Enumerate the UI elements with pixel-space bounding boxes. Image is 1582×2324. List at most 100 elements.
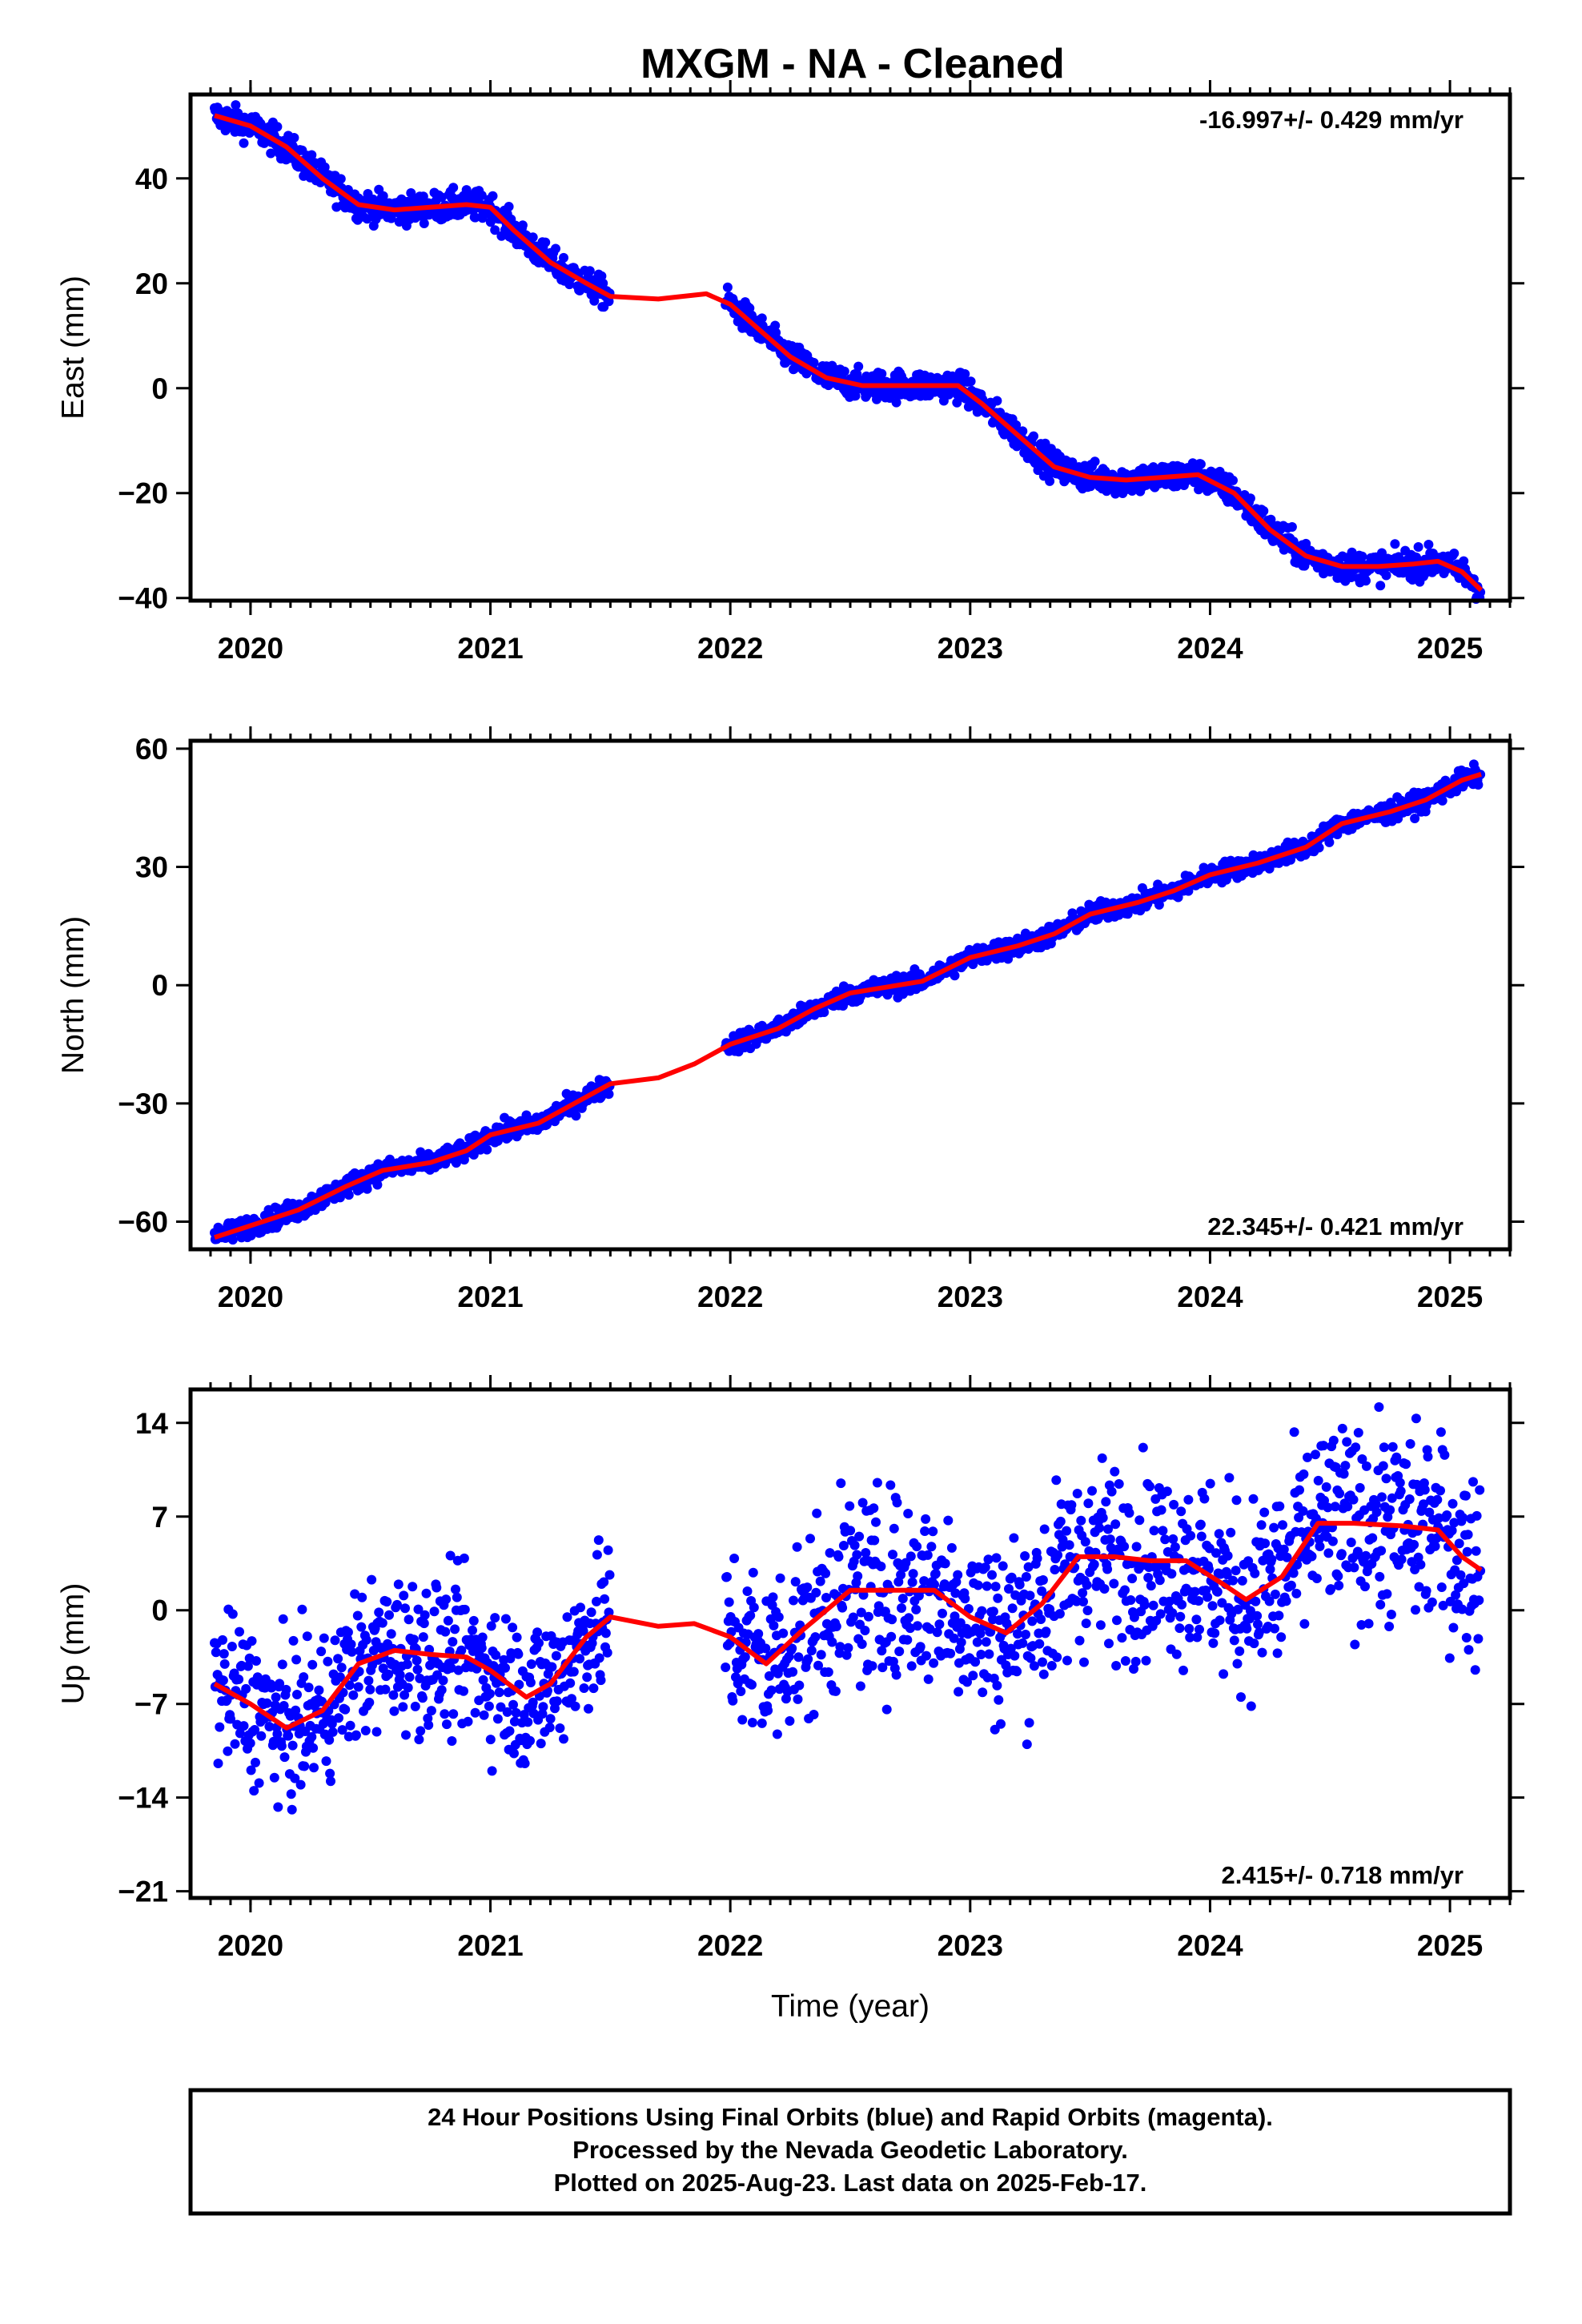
up-data-point bbox=[459, 1686, 468, 1696]
up-data-point bbox=[1223, 1550, 1233, 1561]
up-data-point bbox=[604, 1570, 615, 1580]
up-data-point bbox=[977, 1606, 987, 1616]
up-data-point bbox=[345, 1720, 355, 1731]
up-data-point bbox=[1205, 1478, 1215, 1489]
up-data-point bbox=[877, 1646, 887, 1656]
up-data-point bbox=[1375, 1599, 1386, 1610]
up-data-point bbox=[825, 1548, 835, 1558]
east-data-point bbox=[891, 397, 901, 408]
up-data-point bbox=[848, 1612, 858, 1622]
up-data-point bbox=[950, 1611, 960, 1622]
up-data-point bbox=[906, 1661, 917, 1671]
up-data-point bbox=[374, 1607, 384, 1618]
up-data-point bbox=[1006, 1572, 1017, 1582]
up-data-point bbox=[316, 1647, 327, 1657]
up-data-point bbox=[1355, 1482, 1365, 1493]
up-data-point bbox=[1038, 1669, 1049, 1679]
up-data-point bbox=[1231, 1566, 1241, 1576]
up-data-point bbox=[1038, 1657, 1047, 1667]
up-data-point bbox=[445, 1550, 456, 1561]
up-data-point bbox=[1208, 1638, 1219, 1648]
up-data-point bbox=[823, 1667, 833, 1677]
up-data-point bbox=[421, 1588, 432, 1598]
east-fit-line bbox=[214, 113, 1484, 593]
up-data-point bbox=[1248, 1494, 1259, 1504]
up-data-point bbox=[1330, 1502, 1340, 1512]
up-data-point bbox=[321, 1756, 331, 1767]
up-data-point bbox=[841, 1650, 852, 1660]
up-data-point bbox=[943, 1515, 954, 1526]
up-data-point bbox=[845, 1526, 856, 1536]
up-data-point bbox=[1272, 1648, 1283, 1659]
up-data-point bbox=[1131, 1542, 1142, 1552]
up-data-point bbox=[872, 1478, 882, 1488]
up-data-point bbox=[335, 1672, 345, 1683]
up-data-point bbox=[1139, 1600, 1150, 1610]
up-data-point bbox=[532, 1627, 543, 1638]
north-x-tick-label: 2021 bbox=[457, 1281, 523, 1313]
figure-title: MXGM - NA - Cleaned bbox=[640, 41, 1065, 87]
up-data-point bbox=[1401, 1459, 1411, 1470]
up-data-point bbox=[500, 1663, 510, 1673]
up-data-point bbox=[327, 1719, 337, 1729]
up-data-point bbox=[325, 1768, 335, 1779]
up-data-point bbox=[283, 1731, 294, 1741]
up-data-point bbox=[1210, 1628, 1220, 1638]
up-data-point bbox=[440, 1709, 450, 1719]
up-data-point bbox=[356, 1622, 367, 1632]
north-data-point bbox=[1154, 899, 1164, 910]
up-data-point bbox=[593, 1535, 604, 1546]
up-data-point bbox=[1162, 1486, 1172, 1497]
up-data-point bbox=[484, 1701, 494, 1711]
east-data-point bbox=[604, 296, 614, 307]
up-data-point bbox=[219, 1659, 230, 1669]
up-data-point bbox=[337, 1725, 347, 1735]
up-data-point bbox=[849, 1540, 860, 1550]
up-data-point bbox=[1254, 1627, 1264, 1638]
east-x-tick-label: 2022 bbox=[697, 632, 763, 665]
up-data-point bbox=[1348, 1494, 1359, 1505]
up-data-point bbox=[1094, 1522, 1105, 1533]
up-data-point bbox=[1257, 1647, 1267, 1658]
up-data-point bbox=[1130, 1656, 1141, 1667]
up-data-point bbox=[781, 1694, 791, 1704]
east-data-point bbox=[992, 396, 1002, 406]
up-data-point bbox=[806, 1646, 817, 1656]
up-data-point bbox=[1395, 1478, 1405, 1488]
up-data-point bbox=[213, 1759, 223, 1768]
up-data-point bbox=[279, 1752, 290, 1763]
up-data-point bbox=[419, 1618, 429, 1629]
up-data-point bbox=[1167, 1608, 1178, 1618]
up-data-point bbox=[949, 1633, 959, 1643]
up-data-point bbox=[838, 1541, 849, 1550]
up-data-point bbox=[468, 1615, 479, 1626]
up-data-point bbox=[562, 1612, 572, 1622]
up-data-point bbox=[1105, 1534, 1115, 1545]
up-data-point bbox=[278, 1614, 288, 1624]
up-data-point bbox=[1203, 1592, 1213, 1602]
up-data-point bbox=[1103, 1524, 1113, 1534]
up-data-point bbox=[1051, 1475, 1062, 1486]
up-data-point bbox=[218, 1675, 228, 1686]
up-data-point bbox=[1339, 1469, 1349, 1479]
up-data-point bbox=[432, 1582, 442, 1593]
east-data-point bbox=[528, 232, 538, 243]
east-data-point bbox=[239, 138, 249, 148]
up-data-point bbox=[526, 1659, 536, 1669]
north-x-tick-label: 2022 bbox=[697, 1281, 763, 1313]
up-data-point bbox=[980, 1562, 990, 1573]
east-y-tick-label: 20 bbox=[135, 267, 168, 300]
up-data-point bbox=[1382, 1589, 1392, 1599]
up-data-point bbox=[234, 1675, 244, 1684]
north-y-axis-label: North (mm) bbox=[56, 916, 90, 1074]
up-data-point bbox=[446, 1663, 456, 1673]
up-data-point bbox=[1191, 1614, 1202, 1625]
up-data-point bbox=[1054, 1609, 1065, 1619]
up-data-point bbox=[1395, 1486, 1406, 1496]
up-data-point bbox=[857, 1639, 867, 1649]
up-data-point bbox=[1245, 1614, 1255, 1624]
up-data-point bbox=[1381, 1474, 1391, 1484]
up-data-point bbox=[854, 1531, 865, 1542]
up-data-point bbox=[436, 1685, 447, 1695]
up-data-point bbox=[603, 1545, 613, 1555]
